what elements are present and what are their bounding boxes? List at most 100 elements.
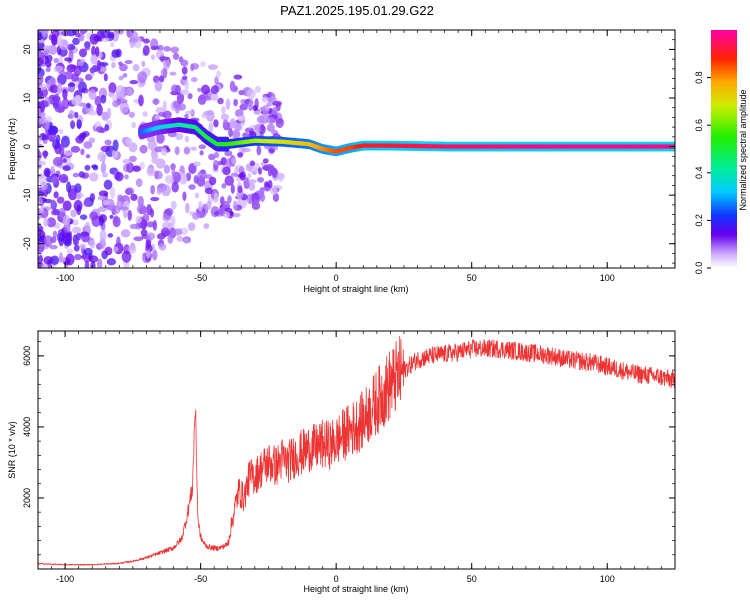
spectrogram-noise-blob	[198, 144, 207, 150]
spectrogram-noise-blob	[62, 214, 71, 226]
spectrogram-xtick-label: 0	[334, 273, 339, 283]
spectrogram-xtick-label: 100	[600, 273, 615, 283]
spectrogram-noise-blob	[113, 215, 119, 224]
spectrogram-noise-blob	[129, 41, 136, 48]
spectrogram-noise-blob	[96, 258, 103, 268]
spectrogram-noise-blob	[127, 209, 132, 221]
spectrogram-noise-blob	[63, 222, 71, 233]
spectrogram-noise-blob	[185, 110, 194, 115]
spectrogram-noise-blob	[56, 82, 63, 94]
spectrogram-noise-blob	[72, 37, 80, 46]
spectrogram-noise-blob	[85, 154, 91, 159]
spectrogram-noise-blob	[54, 93, 60, 105]
spectrogram-noise-blob	[116, 236, 121, 249]
spectrogram-noise-blob	[50, 209, 57, 216]
spectrogram-noise-blob	[224, 207, 233, 212]
spectrogram-noise-blob	[272, 192, 280, 202]
spectrogram-noise-blob	[182, 191, 187, 202]
spectrogram-noise-blob	[239, 171, 247, 181]
spectrogram-noise-blob	[130, 193, 138, 201]
spectrogram-noise-blob	[142, 45, 150, 56]
spectrogram-noise-blob	[265, 163, 275, 172]
spectrogram-noise-blob	[257, 167, 262, 175]
spectrogram-noise-blob	[184, 113, 189, 119]
spectrogram-noise-blob	[53, 65, 64, 73]
spectrogram-noise-blob	[159, 75, 165, 83]
spectrogram-noise-blob	[75, 32, 81, 38]
spectrogram-noise-blob	[63, 71, 74, 80]
spectrogram-noise-blob	[176, 235, 184, 242]
spectrogram-ytick-label: 10	[22, 93, 32, 103]
spectrogram-noise-blob	[38, 42, 44, 52]
spectrogram-noise-blob	[45, 120, 50, 130]
spectrogram-noise-blob	[122, 158, 132, 164]
spectrogram-noise-blob	[248, 179, 257, 184]
spectrogram-noise-blob	[72, 172, 80, 178]
spectrogram-noise-blob	[53, 57, 60, 64]
spectrogram-cloud	[38, 30, 285, 268]
spectrogram-noise-blob	[151, 153, 159, 163]
spectrogram-noise-blob	[172, 100, 180, 110]
spectrogram-noise-blob	[266, 123, 275, 132]
spectrogram-noise-blob	[194, 192, 200, 199]
spectrogram-noise-blob	[233, 74, 243, 80]
snr-xlabel: Height of straight line (km)	[303, 584, 408, 594]
spectrogram-xtick-label: -50	[194, 273, 207, 283]
spectrogram-noise-blob	[158, 243, 167, 251]
spectrogram-noise-blob	[42, 45, 53, 51]
spectrogram-noise-blob	[109, 214, 114, 219]
spectrogram-noise-blob	[261, 96, 270, 103]
spectrogram-noise-blob	[67, 43, 76, 51]
spectrogram-noise-blob	[203, 96, 212, 101]
spectrogram-noise-blob	[224, 150, 233, 157]
spectrogram-noise-blob	[184, 135, 190, 143]
spectrogram-noise-blob	[94, 95, 102, 107]
spectrogram-noise-blob	[114, 171, 124, 182]
snr-ylabel: SNR (10 * v/v)	[7, 421, 17, 479]
spectrogram-noise-blob	[102, 172, 109, 178]
spectrogram-noise-blob	[231, 129, 241, 140]
spectrogram-noise-blob	[128, 244, 137, 254]
spectrogram-noise-blob	[58, 143, 65, 156]
spectrogram-noise-blob	[62, 200, 72, 212]
spectrogram-noise-blob	[230, 184, 235, 194]
spectrogram-noise-blob	[123, 30, 128, 31]
spectrogram-noise-blob	[111, 49, 120, 58]
spectrogram-noise-blob	[139, 144, 148, 154]
spectrogram-noise-blob	[100, 94, 107, 104]
spectrogram-noise-blob	[52, 230, 58, 238]
spectrogram-noise-blob	[237, 115, 244, 122]
spectrogram-noise-blob	[163, 46, 171, 52]
spectrogram-noise-blob	[179, 89, 189, 95]
spectrogram-noise-blob	[78, 243, 87, 249]
spectrogram-noise-blob	[197, 170, 208, 181]
spectrogram-noise-blob	[70, 120, 76, 129]
spectrogram-noise-blob	[137, 71, 147, 84]
spectrogram-noise-blob	[162, 100, 167, 112]
spectrogram-noise-blob	[152, 98, 160, 105]
spectrogram-noise-blob	[38, 259, 43, 268]
spectrogram-noise-blob	[38, 148, 41, 161]
spectrogram-noise-blob	[38, 51, 45, 61]
spectrogram-noise-blob	[269, 185, 278, 196]
spectrogram-noise-blob	[74, 253, 82, 261]
spectrogram-noise-blob	[175, 108, 180, 114]
spectrogram-noise-blob	[43, 167, 51, 177]
spectrogram-noise-blob	[111, 148, 118, 160]
spectrogram-noise-blob	[51, 34, 58, 46]
spectrogram-noise-blob	[38, 111, 46, 118]
snr-series-line	[38, 335, 675, 566]
spectrogram-noise-blob	[252, 105, 258, 112]
colorbar-tick-label: 0.2	[694, 214, 704, 227]
spectrogram-ylabel: Frequency (Hz)	[7, 118, 17, 180]
spectrogram-noise-blob	[206, 200, 212, 210]
spectrogram-noise-blob	[89, 172, 99, 182]
spectrogram-noise-blob	[277, 172, 284, 182]
spectrogram-noise-blob	[52, 156, 63, 167]
spectrogram-noise-blob	[145, 244, 153, 253]
spectrogram-noise-blob	[38, 30, 42, 31]
spectrogram-noise-blob	[230, 84, 239, 93]
colorbar-axis: 0.0 0.2 0.4 0.6 0.8	[694, 71, 711, 274]
spectrogram-noise-blob	[192, 212, 200, 220]
spectrogram-noise-blob	[230, 172, 238, 177]
